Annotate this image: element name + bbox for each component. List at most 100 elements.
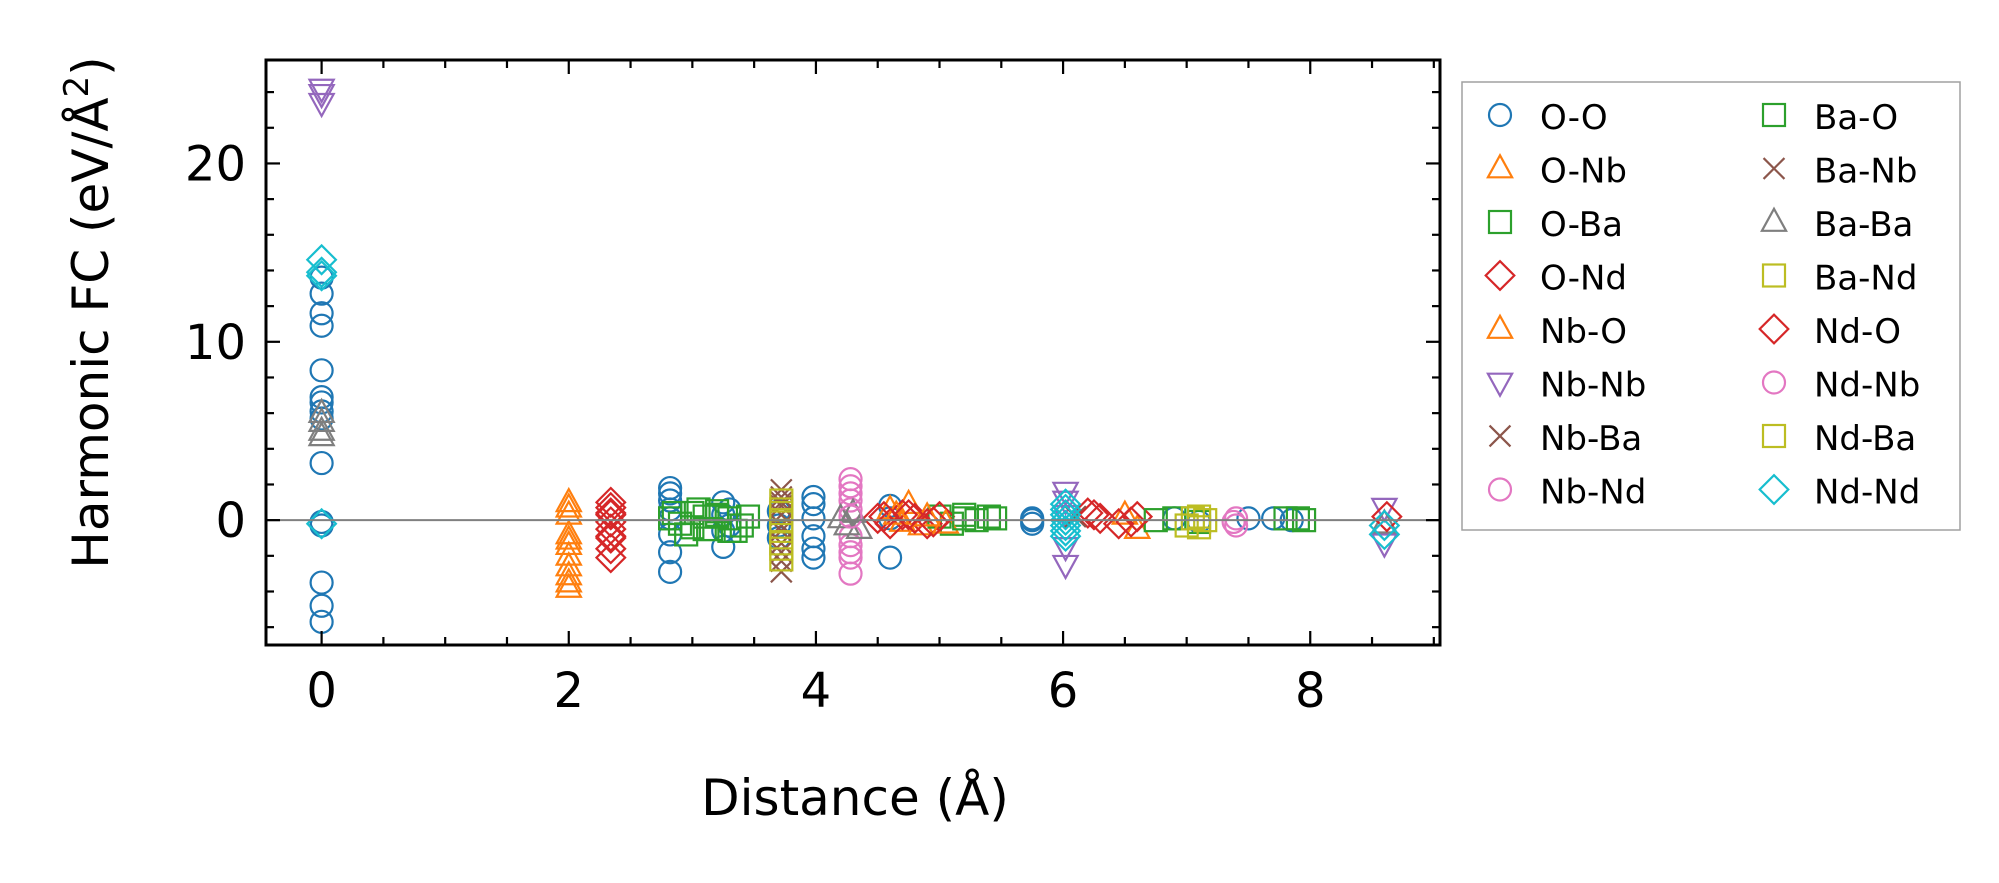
data-point [307,78,336,105]
legend-entry: Nb-Nb [1486,366,1646,406]
x-tick-label: 0 [306,663,337,719]
data-point [309,281,334,306]
data-point [674,522,699,547]
data-point [307,406,336,432]
data-point [717,506,742,531]
data-point [305,259,338,292]
data-point [594,532,627,565]
legend-label: Nd-Nb [1814,366,1920,406]
data-point [1049,493,1082,526]
data-point [1221,509,1246,535]
data-point [305,243,338,276]
data-point [658,559,683,584]
legend-label: Ba-Ba [1814,205,1913,245]
legend-marker [1761,263,1787,288]
legend-marker [1758,313,1790,345]
data-point [1102,507,1135,540]
data-point [877,545,903,570]
data-point [838,474,863,499]
legend-entry: Ba-Nb [1762,152,1917,192]
data-point [801,492,826,517]
legend-label: Nd-Ba [1814,419,1916,459]
data-point [1223,513,1249,538]
legend-marker [1487,102,1513,128]
data-point [1273,506,1298,531]
legend-label: Ba-O [1814,98,1898,138]
data-point [554,540,583,566]
data-point [692,516,717,542]
series-o-o [309,265,1304,634]
data-point [594,486,627,519]
legend-marker [1488,424,1512,448]
data-point [1078,498,1110,531]
data-point [1368,518,1401,551]
data-point [661,500,686,526]
data-point [892,498,925,531]
data-point [769,536,794,561]
data-point [766,513,791,538]
data-point [801,506,826,531]
legend-entry: O-Ba [1487,205,1623,245]
series-nd-o [594,497,1403,553]
data-point [1162,506,1187,531]
legend-box [1461,81,1961,531]
data-point [838,561,863,586]
data-point [554,524,583,550]
data-point [769,500,794,526]
data-point [554,492,583,518]
axis-ticks: 0 2 4 6 8 0 10 20 [185,60,1440,719]
legend-label: Nd-Nd [1814,473,1920,513]
legend-entry: O-Nb [1486,152,1627,192]
series-nd-ba [769,500,1212,561]
data-point [594,498,627,531]
legend-entry: Nb-Ba [1488,419,1642,459]
data-point [868,500,900,533]
data-point [594,541,627,574]
data-point [1049,514,1082,547]
x-tick-label: 2 [553,663,584,719]
data-point [1371,500,1403,533]
legend-entry: Nd-Ba [1761,419,1916,459]
legend-marker [1761,102,1787,128]
data-point [554,567,583,593]
data-point [554,559,583,586]
data-point [1261,506,1286,531]
legend-label: Ba-Nb [1814,152,1917,192]
legend-label: Ba-Nd [1814,259,1917,299]
legend-entry: O-Nd [1484,259,1627,299]
data-point [305,256,338,289]
legend-marker [1758,473,1790,506]
legend-label: Nd-O [1814,312,1901,352]
data-point [1051,554,1080,581]
data-point [309,570,334,595]
series-nb-o [554,499,960,550]
data-point [1370,533,1399,559]
data-point [801,545,826,570]
y-axis-label-superscript: 2 [57,76,97,98]
data-point [1115,506,1147,538]
legend-marker [1487,477,1513,502]
legend-marker [1486,372,1514,398]
data-point [309,313,334,338]
legend-marker [1484,259,1516,292]
legend-label: Nb-Ba [1540,419,1642,459]
data-point [882,499,911,525]
data-point [594,497,627,529]
data-point [658,481,683,506]
legend-entry: Nd-Nb [1761,366,1920,406]
legend-label: Nb-Nd [1540,473,1646,513]
x-tick-label: 8 [1295,663,1326,719]
legend-entry: Nd-O [1758,312,1901,352]
legend-marker [1761,423,1787,449]
data-point [952,506,977,531]
data-point [307,92,336,119]
legend-marker [1762,157,1786,180]
legend-marker [1487,209,1513,235]
y-axis-label-close: ) [62,56,120,76]
series-ba-o [661,500,1310,543]
x-tick-label: 4 [801,663,832,719]
legend-label: O-Nb [1540,152,1627,192]
series-nd-nb [838,481,1246,565]
legend-entry: Ba-Nd [1761,259,1917,299]
